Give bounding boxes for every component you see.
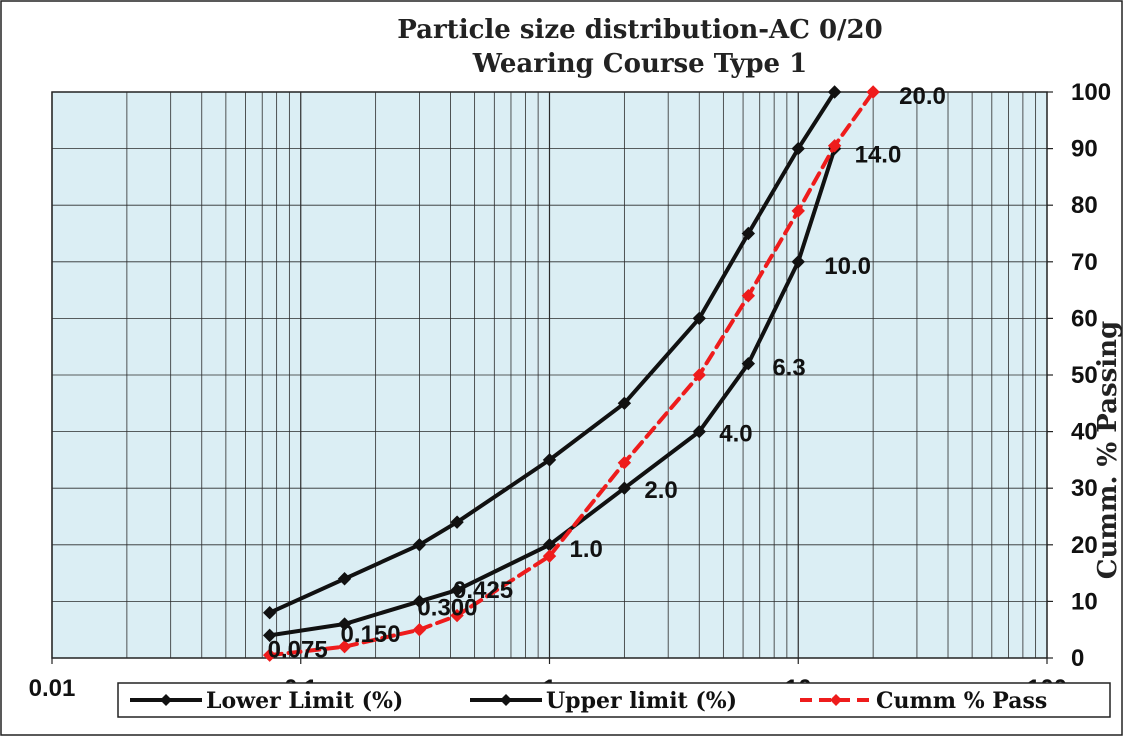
y-tick-label: 30 — [1071, 475, 1098, 502]
legend-item-lower-limit: Lower Limit (%) — [130, 688, 403, 714]
series-line-lower-limit — [267, 146, 837, 638]
data-point-cumm-pass — [450, 608, 464, 623]
y-tick-label: 0 — [1071, 645, 1084, 672]
legend-label: Cumm % Pass — [876, 688, 1047, 714]
legend-item-upper-limit: Upper limit (%) — [470, 688, 737, 714]
legend: Lower Limit (%) Upper limit (%) Cumm % Pas… — [130, 688, 1047, 714]
sieve-size-label: 4.0 — [719, 421, 752, 448]
data-point-upper-limit — [827, 85, 842, 99]
y-tick-label: 40 — [1071, 419, 1098, 446]
sieve-size-label: 2.0 — [644, 477, 677, 504]
data-point-upper-limit — [412, 538, 427, 552]
data-point-lower-limit — [617, 481, 632, 495]
data-point-cumm-pass — [791, 204, 805, 218]
data-point-upper-limit — [337, 572, 352, 586]
data-point-cumm-pass — [866, 85, 880, 99]
sieve-size-label: 6.3 — [772, 355, 805, 382]
data-point-lower-limit — [262, 628, 277, 643]
sieve-size-label: 14.0 — [855, 142, 902, 169]
data-point-cumm-pass — [412, 622, 427, 637]
y-tick-label: 10 — [1071, 588, 1098, 615]
data-point-lower-limit — [412, 594, 427, 609]
series-line-upper-limit — [267, 90, 837, 615]
sieve-size-label: 1.0 — [570, 536, 603, 563]
sieve-size-label: 0.300 — [417, 594, 477, 621]
series-cumm-pass — [262, 85, 880, 662]
series-layer — [262, 85, 880, 662]
sieve-size-label: 10.0 — [824, 253, 871, 280]
legend-item-cumm-pass: Cumm % Pass — [800, 688, 1047, 714]
y-tick-label: 60 — [1071, 305, 1098, 332]
data-point-cumm-pass — [262, 648, 277, 662]
data-point-lower-limit — [741, 356, 756, 371]
y-tick-label: 80 — [1071, 192, 1098, 219]
y-tick-label: 90 — [1071, 136, 1098, 163]
sieve-size-label: 0.425 — [453, 577, 513, 604]
y-tick-label: 100 — [1071, 79, 1111, 106]
data-point-lower-limit — [692, 424, 706, 439]
y-tick-label: 20 — [1071, 532, 1098, 559]
legend-swatch-marker — [160, 694, 172, 706]
series-lower-limit — [262, 141, 842, 643]
y-axis-ticks: 0 10 20 30 40 50 60 70 80 90 100 — [1047, 79, 1111, 672]
legend-label: Lower Limit (%) — [206, 688, 403, 714]
grid — [51, 92, 1047, 658]
data-point-upper-limit — [692, 311, 706, 326]
series-upper-limit — [262, 85, 842, 620]
data-point-lower-limit — [337, 617, 352, 631]
data-point-cumm-pass — [692, 368, 706, 382]
legend-box — [117, 682, 1111, 718]
data-point-lower-limit — [450, 583, 464, 597]
sieve-size-label: 0.075 — [268, 636, 328, 663]
legend-swatch-marker — [500, 694, 512, 706]
x-tick-label: 0.01 — [29, 675, 76, 702]
data-point-upper-limit — [450, 515, 464, 529]
data-point-upper-limit — [791, 141, 805, 156]
sieve-size-label: 0.150 — [341, 621, 401, 648]
data-point-upper-limit — [262, 606, 277, 620]
data-point-upper-limit — [741, 226, 756, 241]
y-axis-label: Cumm. % Passing — [1093, 321, 1123, 579]
legend-label: Upper limit (%) — [546, 688, 737, 714]
data-point-cumm-pass — [617, 456, 632, 470]
data-point-upper-limit — [617, 396, 632, 411]
data-point-cumm-pass — [827, 139, 842, 153]
data-point-lower-limit — [791, 255, 805, 269]
chart-title-line-2: Wearing Course Type 1 — [472, 49, 808, 79]
data-point-cumm-pass — [337, 639, 352, 654]
y-tick-label: 50 — [1071, 362, 1098, 389]
data-point-cumm-pass — [741, 289, 756, 303]
data-point-cumm-pass — [542, 549, 557, 563]
y-tick-label: 70 — [1071, 249, 1098, 276]
chart-title-line-1: Particle size distribution-AC 0/20 — [397, 15, 882, 45]
sieve-size-label: 20.0 — [899, 83, 946, 110]
data-point-upper-limit — [542, 453, 557, 467]
legend-swatch-marker — [830, 694, 842, 706]
